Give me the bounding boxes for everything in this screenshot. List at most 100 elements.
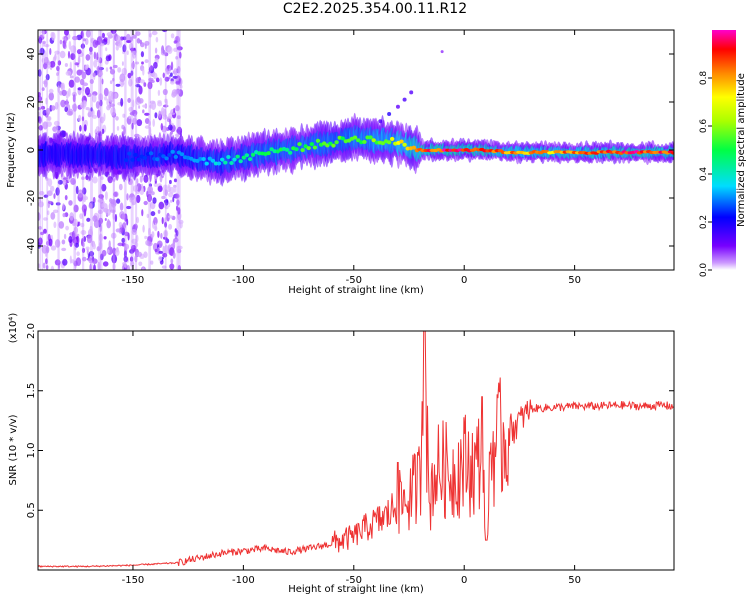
snr-x-axis: -150 -100 -50 0 50 — [122, 331, 581, 586]
heat-cell — [80, 230, 87, 235]
heat-cell — [83, 124, 87, 132]
heat-cell — [198, 156, 203, 161]
heat-cell — [69, 255, 72, 264]
heat-cell — [132, 50, 137, 59]
heat-cell — [130, 244, 137, 252]
heat-cell — [411, 145, 417, 150]
heat-cell — [66, 110, 73, 116]
heat-cell — [95, 101, 100, 109]
heat-cell — [40, 231, 44, 236]
heat-cell — [146, 213, 149, 219]
heat-cell — [96, 52, 99, 61]
heat-cell — [40, 105, 46, 110]
heat-cell — [74, 62, 79, 66]
heat-cell — [127, 151, 132, 156]
heat-cell — [77, 114, 82, 122]
heat-cell — [38, 95, 43, 102]
heat-cell — [121, 237, 126, 243]
heat-cell — [86, 217, 91, 222]
heat-cell — [158, 250, 164, 254]
heat-cell — [150, 64, 153, 71]
heat-cell — [139, 175, 143, 183]
heat-cell — [109, 69, 116, 75]
heat-cell — [244, 153, 250, 158]
heat-cell — [161, 195, 166, 200]
heat-cell — [315, 138, 321, 143]
heat-cell — [88, 202, 93, 209]
heat-cell — [144, 59, 149, 63]
heat-cell — [365, 135, 370, 140]
heat-cell — [104, 191, 108, 201]
heat-cell — [115, 45, 119, 51]
heat-cell — [380, 141, 386, 146]
heat-cell — [294, 147, 299, 152]
heat-cell — [148, 151, 154, 156]
heat-cell — [103, 87, 109, 97]
heat-cell — [131, 122, 134, 130]
y-tick-label: 2.0 — [26, 323, 37, 339]
heat-cell — [100, 43, 105, 47]
heat-cell — [38, 92, 41, 97]
heat-cell — [409, 90, 414, 95]
heat-cell — [144, 118, 150, 124]
heat-cell — [127, 72, 132, 79]
colorbar-ticks: 0.0 0.2 0.4 0.6 0.8 — [699, 71, 712, 277]
heat-cell — [131, 62, 136, 69]
heat-cell — [85, 246, 90, 251]
heat-cell — [148, 120, 151, 127]
heat-cell — [177, 66, 181, 74]
heat-cell — [371, 138, 376, 143]
heat-cell — [173, 47, 178, 52]
heat-cell — [58, 221, 65, 229]
heat-cell — [142, 109, 145, 114]
heat-cell — [89, 46, 93, 53]
heat-cell — [83, 100, 87, 108]
heat-cell — [104, 96, 107, 101]
heat-cell — [306, 146, 311, 151]
heat-cell — [440, 50, 444, 54]
heat-cell — [73, 226, 78, 234]
y-tick-label: 0.5 — [26, 502, 37, 518]
heat-cell — [374, 140, 379, 145]
heat-cell — [114, 248, 120, 256]
heat-cell — [331, 143, 336, 148]
heat-cell — [154, 47, 158, 54]
heat-cell — [368, 135, 373, 140]
heat-cell — [38, 263, 41, 269]
heat-cell — [170, 72, 173, 77]
heat-cell — [105, 47, 108, 52]
heat-cell — [80, 43, 86, 49]
heat-cell — [70, 178, 76, 185]
heat-cell — [179, 84, 183, 89]
heat-cell — [390, 136, 395, 141]
heat-cell — [164, 205, 169, 210]
heat-cell — [44, 44, 50, 48]
heat-cell — [62, 40, 66, 49]
heat-cell — [61, 239, 66, 245]
heat-cell — [124, 231, 129, 237]
heat-cell — [142, 224, 145, 233]
heat-cell — [148, 126, 152, 136]
heat-cell — [157, 89, 161, 96]
heat-cell — [177, 265, 181, 270]
heat-cell — [140, 51, 144, 58]
colorbar-tick-label: 0.8 — [699, 71, 709, 86]
heat-cell — [152, 197, 157, 204]
heat-cell — [89, 51, 93, 55]
heat-cell — [129, 256, 134, 263]
heat-cell — [150, 211, 156, 217]
heat-cell — [164, 98, 168, 104]
heat-cell — [165, 238, 170, 244]
heat-cell — [38, 201, 44, 208]
heat-cell — [250, 152, 256, 157]
heat-cell — [45, 258, 48, 265]
heat-cell — [107, 218, 110, 226]
x-tick-label: 0 — [461, 275, 467, 286]
heat-cell — [164, 156, 169, 161]
heat-cell — [170, 61, 174, 71]
heat-cell — [162, 72, 165, 79]
heat-cell — [97, 199, 103, 203]
heat-cell — [46, 210, 50, 216]
heat-cell — [79, 213, 83, 220]
heat-cell — [49, 48, 52, 55]
